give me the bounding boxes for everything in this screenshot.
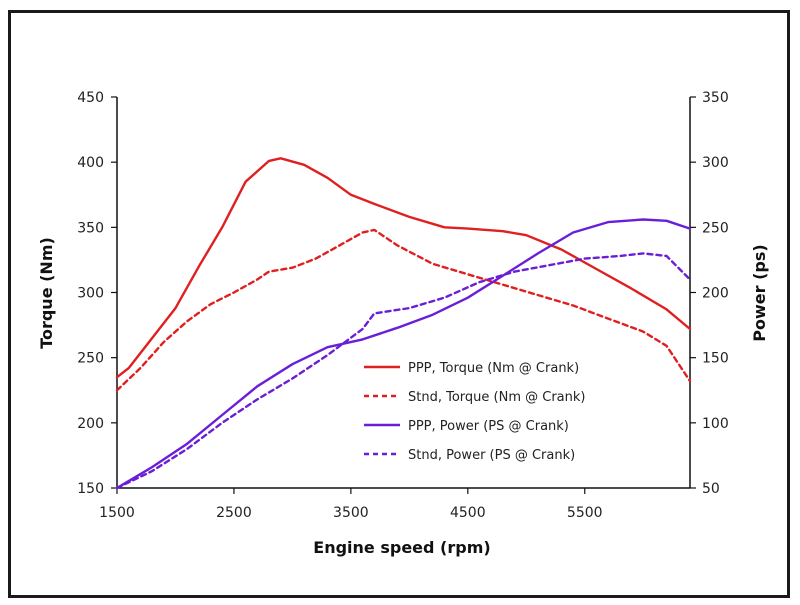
- y-right-tick-label: 250: [702, 220, 729, 236]
- legend-label-2: Stnd, Torque (Nm @ Crank): [408, 390, 585, 405]
- y-left-tick-label: 150: [77, 481, 104, 497]
- x-axis-label: Engine speed (rpm): [313, 538, 490, 557]
- legend-label-3: PPP, Power (PS @ Crank): [408, 419, 569, 434]
- x-tick-label: 5500: [567, 505, 603, 521]
- y-left-tick-label: 200: [77, 416, 104, 432]
- axes: 150 200 250 300 350 400 450 50 100 150 200 250 300 35…: [77, 90, 728, 521]
- x-tick-label: 1500: [99, 505, 135, 521]
- series-layer: [115, 157, 692, 490]
- x-tick-label: 3500: [333, 505, 369, 521]
- y-axis-left-label: Torque (Nm): [37, 237, 56, 349]
- legend-label-4: Stnd, Power (PS @ Crank): [408, 448, 575, 463]
- y-left-tick-label: 300: [77, 286, 104, 302]
- y-right-tick-label: 100: [702, 416, 729, 432]
- legend-label-1: PPP, Torque (Nm @ Crank): [408, 361, 579, 376]
- y-right-tick-label: 200: [702, 286, 729, 302]
- y-axis-right-label: Power (ps): [750, 244, 769, 341]
- y-left-tick-label: 400: [77, 155, 104, 171]
- y-right-tick-label: 350: [702, 90, 729, 106]
- y-left-tick-label: 450: [77, 90, 104, 106]
- series-line-3: [115, 218, 692, 490]
- y-right-tick-label: 50: [702, 481, 720, 497]
- series-line-1: [115, 157, 692, 379]
- series-line-4: [115, 252, 692, 490]
- y-left-tick-label: 250: [77, 351, 104, 367]
- x-tick-label: 2500: [216, 505, 252, 521]
- x-tick-label: 4500: [450, 505, 486, 521]
- series-line-2: [115, 228, 692, 392]
- y-left-tick-label: 350: [77, 220, 104, 236]
- y-right-tick-label: 300: [702, 155, 729, 171]
- y-right-tick-label: 150: [702, 351, 729, 367]
- legend: PPP, Torque (Nm @ Crank) Stnd, Torque (Nm…: [364, 361, 585, 463]
